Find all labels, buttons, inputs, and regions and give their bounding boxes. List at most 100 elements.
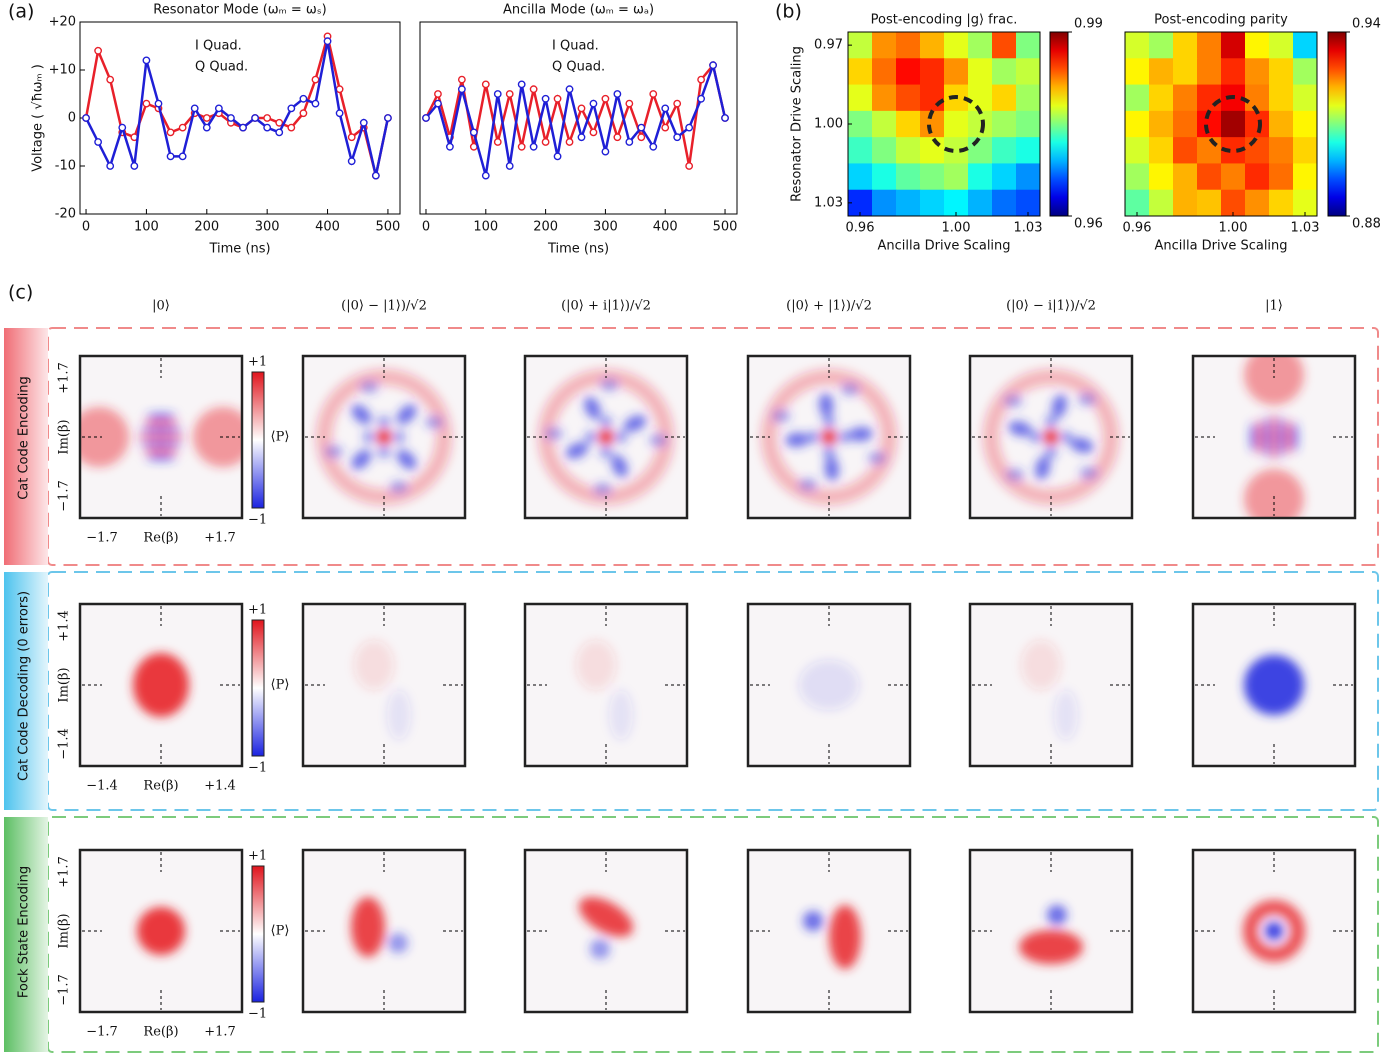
data-point <box>469 128 478 137</box>
axis-min-label: −1.7 <box>86 531 118 546</box>
colorbar <box>251 619 265 757</box>
wigner-frame <box>523 848 689 1014</box>
x-tick-label: 200 <box>194 220 219 235</box>
wigner-lobe <box>584 396 601 420</box>
plot-frame <box>419 21 738 215</box>
colorbar-tick-label: 0.99 <box>1074 17 1103 32</box>
heatmap-cell <box>1125 84 1150 112</box>
heatmap-cell <box>920 163 945 191</box>
data-point <box>589 128 598 137</box>
data-point <box>434 99 442 108</box>
data-point <box>94 138 103 146</box>
data-point <box>565 138 574 146</box>
heatmap-cell <box>1125 58 1150 86</box>
wigner-blobs <box>137 907 185 955</box>
wigner-lobe <box>1035 456 1051 480</box>
wigner-lobe <box>140 441 182 447</box>
data-point <box>166 128 175 137</box>
y-axis-label: Im(β) <box>57 667 72 702</box>
data-point <box>287 104 296 113</box>
heatmap-cell <box>992 163 1017 191</box>
x-tick-label: 0 <box>422 220 430 235</box>
data-point <box>685 123 694 132</box>
wigner-lobe <box>840 383 859 396</box>
wigner-lobe <box>1019 930 1083 964</box>
wigner-blobs <box>1244 356 1304 518</box>
data-point <box>493 138 502 146</box>
wigner-lobe <box>565 442 589 459</box>
colorbar-label: ⟨P⟩ <box>271 678 290 693</box>
wigner-image <box>803 905 861 969</box>
heatmap-cell <box>1125 163 1150 191</box>
heatmap-cell <box>1125 110 1150 138</box>
wigner-lobe <box>803 911 823 931</box>
heatmap-cell <box>1221 58 1246 86</box>
wigner-lobe <box>1006 468 1025 481</box>
heatmap-cell <box>1173 137 1198 164</box>
data-point <box>577 104 586 113</box>
data-point <box>359 118 368 127</box>
wigner-lobe <box>363 431 375 443</box>
data-point <box>239 123 247 132</box>
wigner-lobe <box>1077 393 1096 406</box>
data-point <box>251 114 259 122</box>
wigner-lobe <box>1257 419 1263 455</box>
column-header: (|0⟩ + |1⟩)/√2 <box>786 299 872 314</box>
data-point <box>649 142 658 151</box>
heatmap-cell <box>872 58 897 86</box>
wigner-lobe <box>378 446 390 458</box>
data-point <box>371 171 380 180</box>
colorbar-tick-label: 0.96 <box>1074 217 1103 232</box>
wigner-lobe <box>137 434 185 440</box>
wigner-lobe <box>1047 905 1067 925</box>
heatmap-cell <box>1197 84 1222 112</box>
wigner-lobe <box>578 897 634 937</box>
wigner-frame <box>523 602 689 768</box>
wigner-lobe <box>393 431 405 443</box>
wigner-image <box>578 897 634 959</box>
wigner-lobe <box>1292 422 1298 452</box>
y-tick-label: -10 <box>55 159 76 174</box>
x-tick-label: 200 <box>533 220 558 235</box>
heatmap-cell <box>968 84 993 112</box>
wigner-lobe <box>424 416 443 429</box>
wigner-lobe <box>829 905 861 969</box>
axis-min-label: −1.4 <box>57 728 72 760</box>
axis-max-label: +1.7 <box>204 1025 236 1040</box>
wigner-image <box>1021 640 1078 740</box>
data-point <box>142 56 151 65</box>
data-point <box>529 142 538 151</box>
data-point <box>697 75 706 84</box>
data-point <box>601 147 610 156</box>
wigner-frame <box>746 354 912 520</box>
heatmap-cell <box>920 84 945 112</box>
heatmap-cell <box>1269 189 1294 217</box>
colorbar-label: ⟨P⟩ <box>271 924 290 939</box>
data-point <box>347 157 356 166</box>
wigner-lobe <box>822 430 836 444</box>
heatmap-cell <box>1197 189 1222 217</box>
data-point <box>434 90 442 98</box>
wigner-blobs <box>761 369 897 505</box>
heatmap-cell <box>1016 110 1041 138</box>
data-point <box>299 109 308 118</box>
data-point <box>82 114 90 122</box>
wigner-lobe <box>1030 431 1042 443</box>
heatmap-cell <box>992 58 1017 86</box>
wigner-lobe <box>387 690 411 740</box>
column-header: |0⟩ <box>152 299 170 314</box>
x-tick-label: 400 <box>315 220 340 235</box>
wigner-lobe <box>140 427 182 433</box>
heatmap-cell <box>848 110 873 138</box>
heatmap-cell <box>944 110 969 138</box>
wigner-image <box>137 907 185 955</box>
axis-min-label: −1.7 <box>57 974 72 1006</box>
wigner-lobe <box>1044 430 1058 444</box>
axis-min-label: −1.7 <box>86 1025 118 1040</box>
wigner-image <box>576 640 633 740</box>
wigner-frame <box>78 354 244 520</box>
heatmap-cell <box>1269 110 1294 138</box>
wigner-image <box>1244 356 1304 518</box>
data-point <box>613 133 622 142</box>
